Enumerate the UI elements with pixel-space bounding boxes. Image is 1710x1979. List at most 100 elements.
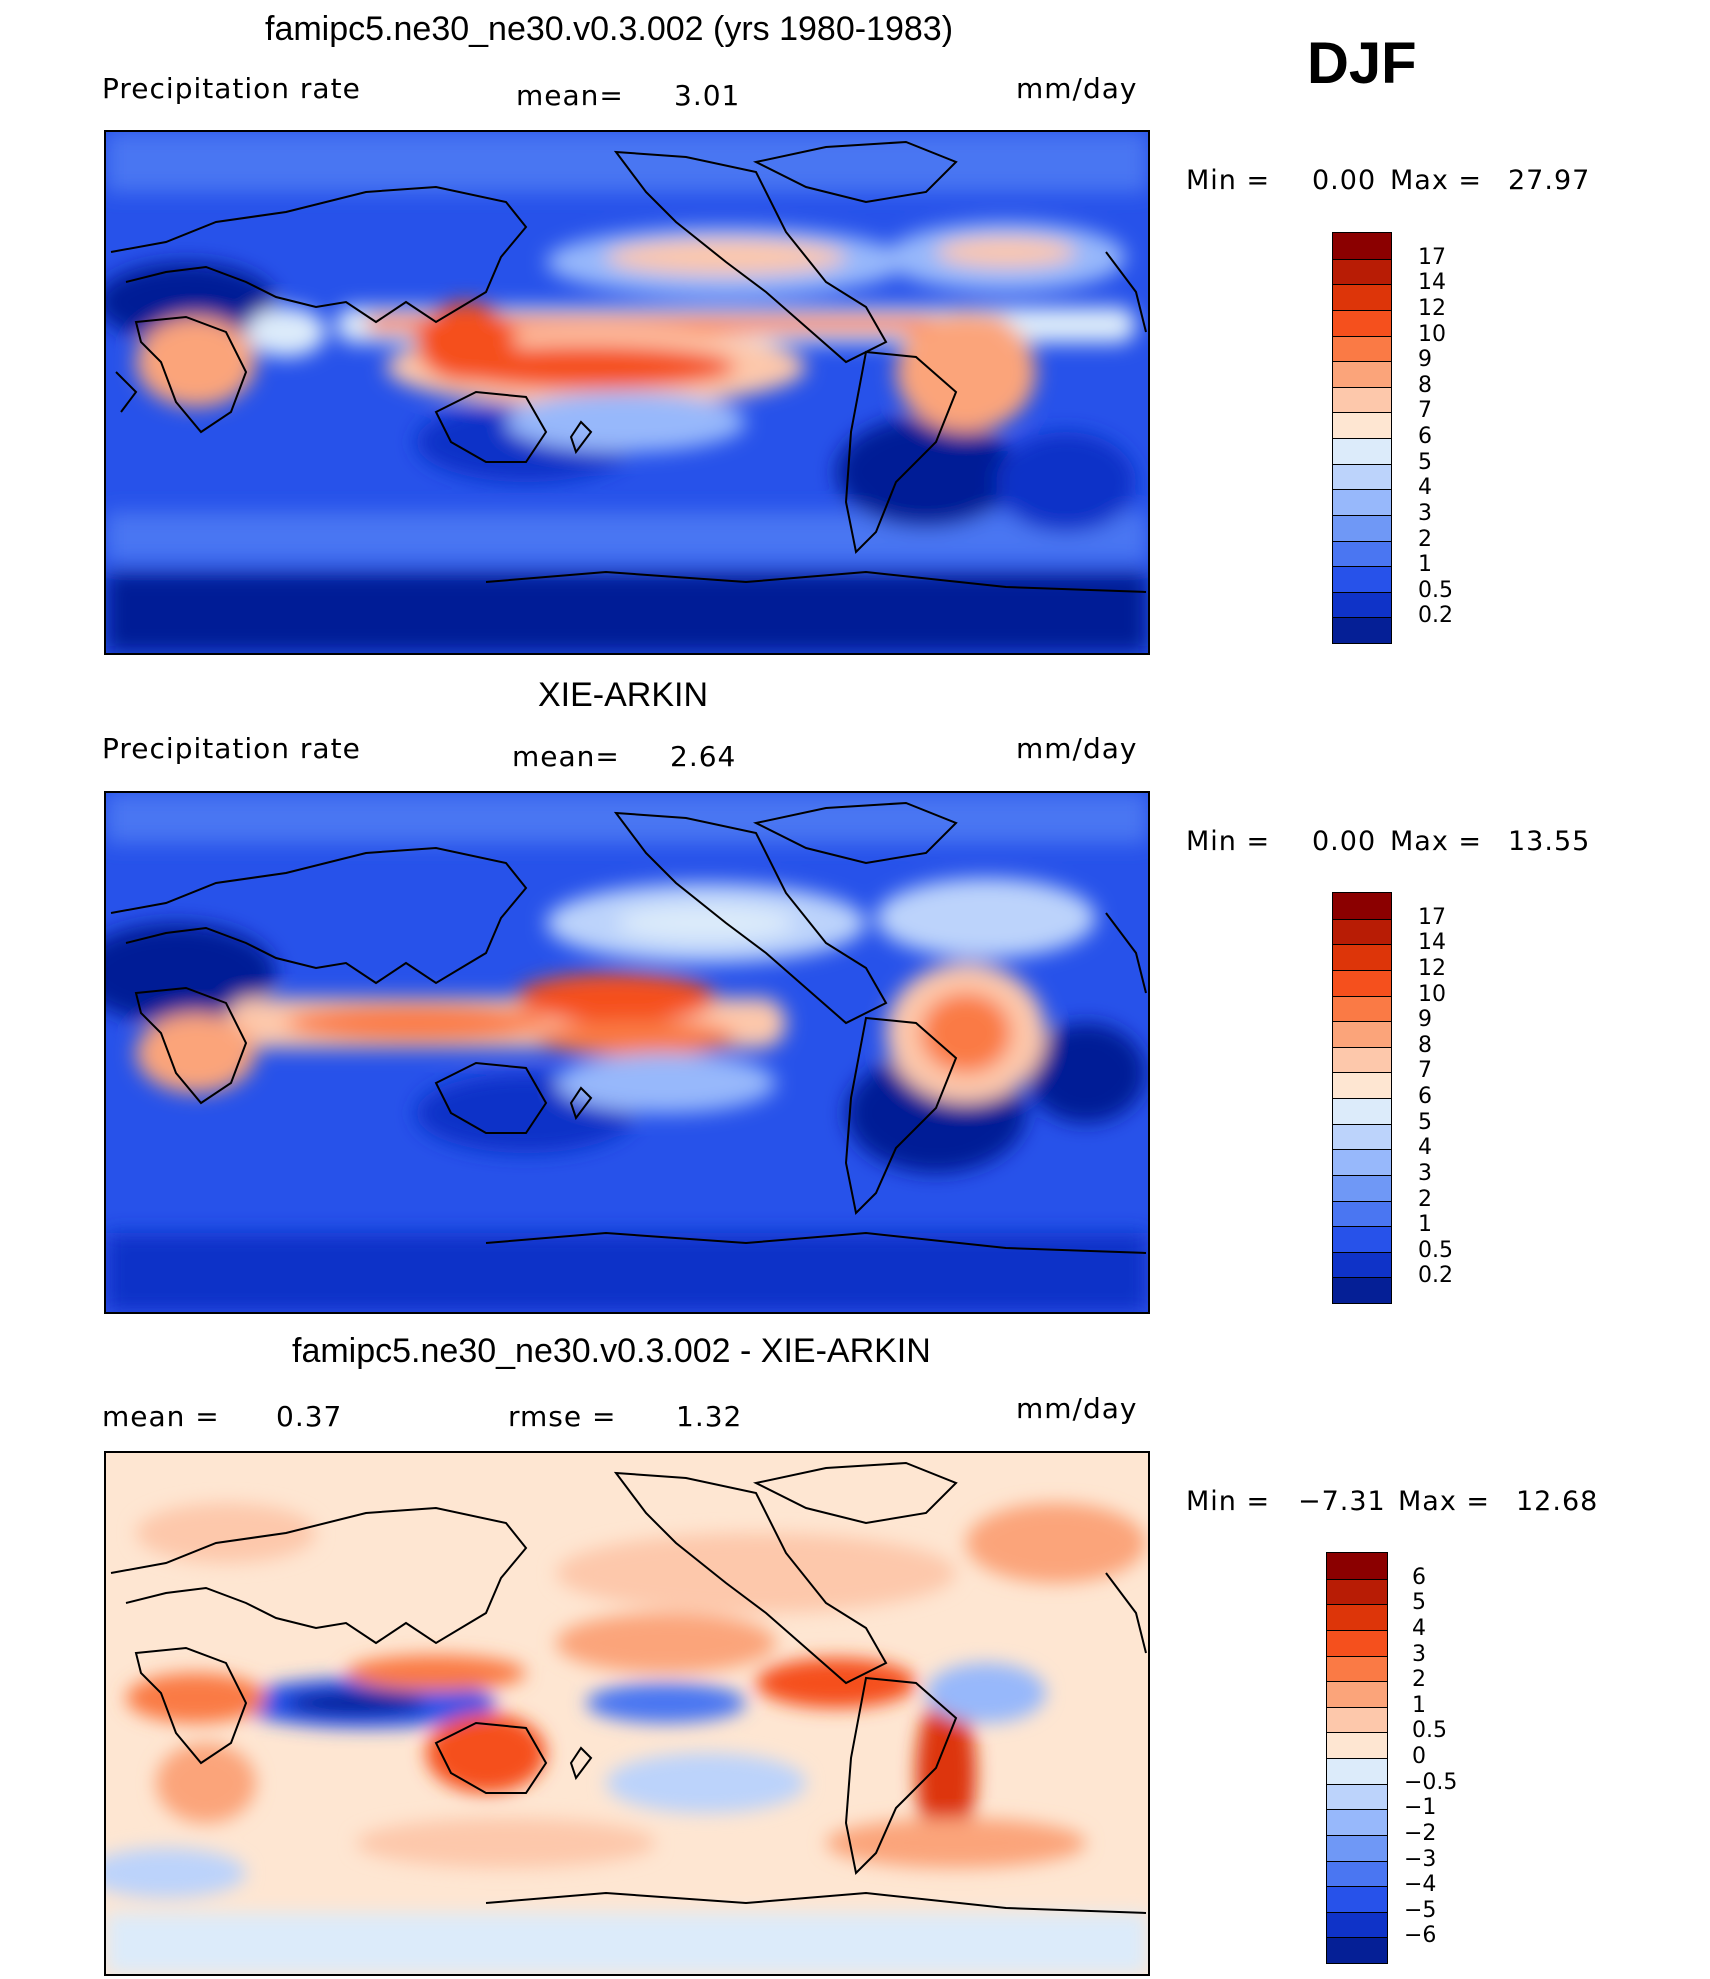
- colorbar-level-label: 14: [1418, 930, 1446, 956]
- colorbar-level-label: 0.5: [1412, 1718, 1447, 1744]
- colorbar-level-label: 3: [1418, 500, 1432, 526]
- colorbar-level-label: 8: [1418, 372, 1432, 398]
- colorbar-swatch: [1333, 233, 1391, 259]
- colorbar-level-label: 7: [1418, 398, 1432, 424]
- panel2-map-svg: [106, 793, 1148, 1312]
- colorbar-swatch: [1333, 893, 1391, 919]
- colorbar-swatch: [1333, 969, 1391, 996]
- panel1-variable-label: Precipitation rate: [102, 72, 361, 105]
- colorbar-level-label: 1: [1418, 1212, 1432, 1238]
- panel3-mean-value: 0.37: [276, 1400, 343, 1433]
- colorbar-level-label: 0.2: [1418, 1263, 1453, 1289]
- colorbar-swatch: [1327, 1706, 1387, 1733]
- colorbar-swatch: [1333, 1021, 1391, 1047]
- panel3-map-svg: [106, 1453, 1148, 1974]
- panel3-map: [104, 1451, 1150, 1976]
- panel1-map: [104, 130, 1150, 655]
- colorbar-level-label: −4: [1404, 1872, 1437, 1898]
- panel1-units: mm/day: [1016, 72, 1138, 105]
- colorbar-swatch: [1333, 1226, 1391, 1252]
- panel3-rmse-label: rmse =: [508, 1400, 617, 1433]
- colorbar-swatch: [1333, 918, 1391, 945]
- panel2-variable-label: Precipitation rate: [102, 732, 361, 765]
- panel2-min-value: 0.00: [1312, 826, 1377, 857]
- panel1-max-label: Max =: [1390, 165, 1483, 196]
- colorbar-level-label: 3: [1418, 1160, 1432, 1186]
- colorbar-swatch: [1333, 1174, 1391, 1201]
- colorbar-swatch: [1327, 1629, 1387, 1656]
- colorbar-level-label: −3: [1404, 1846, 1437, 1872]
- colorbar-level-label: 1: [1418, 552, 1432, 578]
- panel2-min-label: Min =: [1186, 826, 1271, 857]
- colorbar-swatch: [1333, 617, 1391, 643]
- colorbar-level-label: 2: [1412, 1667, 1426, 1693]
- colorbar-swatch: [1333, 463, 1391, 490]
- colorbar-level-label: 12: [1418, 295, 1446, 321]
- colorbar-swatch: [1327, 1783, 1387, 1810]
- colorbar-level-label: 12: [1418, 955, 1446, 981]
- colorbar-swatch: [1333, 335, 1391, 362]
- panel1-title: famipc5.ne30_ne30.v0.3.002 (yrs 1980-198…: [265, 10, 954, 48]
- colorbar-swatch: [1327, 1553, 1387, 1579]
- colorbar-level-label: 2: [1418, 1186, 1432, 1212]
- panel2-units: mm/day: [1016, 732, 1138, 765]
- colorbar-level-label: −2: [1404, 1820, 1437, 1846]
- panel3-colorbar: [1326, 1552, 1388, 1964]
- colorbar-level-label: 14: [1418, 270, 1446, 296]
- colorbar-swatch: [1327, 1911, 1387, 1938]
- colorbar-swatch: [1327, 1886, 1387, 1912]
- panel2-mean-value: 2.64: [670, 740, 737, 773]
- colorbar-level-label: 4: [1412, 1615, 1426, 1641]
- colorbar-swatch: [1327, 1758, 1387, 1784]
- panel1-min-value: 0.00: [1312, 165, 1377, 196]
- colorbar-swatch: [1333, 258, 1391, 285]
- colorbar-level-label: 5: [1412, 1590, 1426, 1616]
- colorbar-swatch: [1333, 412, 1391, 438]
- colorbar-swatch: [1333, 566, 1391, 592]
- colorbar-swatch: [1333, 1200, 1391, 1227]
- panel2-mean-label: mean=: [512, 740, 620, 773]
- colorbar-level-label: 8: [1418, 1032, 1432, 1058]
- panel3-units: mm/day: [1016, 1392, 1138, 1425]
- colorbar-level-label: 0.2: [1418, 603, 1453, 629]
- panel3-max-label: Max =: [1398, 1486, 1491, 1517]
- colorbar-level-label: 2: [1418, 526, 1432, 552]
- colorbar-swatch: [1327, 1809, 1387, 1835]
- colorbar-level-label: 10: [1418, 981, 1446, 1007]
- colorbar-level-label: −5: [1404, 1897, 1437, 1923]
- colorbar-level-label: 1: [1412, 1692, 1426, 1718]
- panel3-mean-label: mean =: [102, 1400, 220, 1433]
- colorbar-level-label: 0: [1412, 1744, 1426, 1769]
- colorbar-swatch: [1333, 1098, 1391, 1124]
- colorbar-swatch: [1333, 438, 1391, 464]
- colorbar-level-label: 4: [1418, 1135, 1432, 1161]
- panel1-mean-value: 3.01: [674, 79, 741, 112]
- colorbar-level-label: 17: [1418, 244, 1446, 270]
- colorbar-swatch: [1333, 514, 1391, 541]
- colorbar-swatch: [1333, 1277, 1391, 1303]
- colorbar-level-label: 9: [1418, 347, 1432, 373]
- colorbar-swatch: [1333, 361, 1391, 387]
- colorbar-swatch: [1327, 1937, 1387, 1963]
- colorbar-swatch: [1327, 1681, 1387, 1707]
- season-label: DJF: [1307, 31, 1417, 96]
- panel1-max-value: 27.97: [1508, 165, 1591, 196]
- colorbar-level-label: 0.5: [1418, 1237, 1453, 1263]
- panel2-max-label: Max =: [1390, 826, 1483, 857]
- colorbar-level-label: 4: [1418, 475, 1432, 501]
- colorbar-swatch: [1333, 540, 1391, 567]
- panel3-min-label: Min =: [1186, 1486, 1271, 1517]
- colorbar-swatch: [1333, 1046, 1391, 1073]
- colorbar-swatch: [1333, 309, 1391, 336]
- colorbar-level-label: 6: [1412, 1564, 1426, 1590]
- colorbar-swatch: [1333, 386, 1391, 413]
- colorbar-level-label: −0.5: [1404, 1769, 1458, 1795]
- colorbar-swatch: [1327, 1604, 1387, 1630]
- panel3-min-value: −7.31: [1298, 1486, 1386, 1517]
- colorbar-swatch: [1333, 591, 1391, 618]
- colorbar-swatch: [1327, 1834, 1387, 1861]
- panel2-max-value: 13.55: [1508, 826, 1591, 857]
- colorbar-level-label: 6: [1418, 1084, 1432, 1109]
- colorbar-level-label: 10: [1418, 321, 1446, 347]
- panel1-map-svg: [106, 132, 1148, 653]
